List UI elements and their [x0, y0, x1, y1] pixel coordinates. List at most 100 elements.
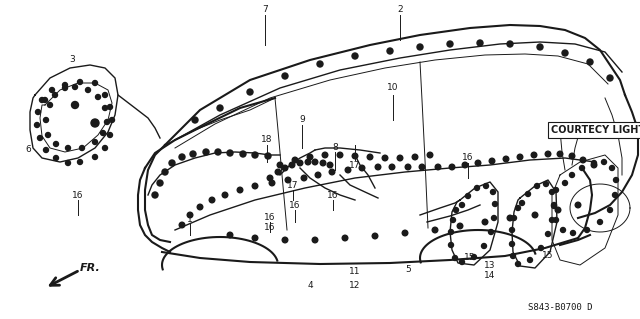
Circle shape: [525, 191, 531, 197]
Circle shape: [474, 186, 479, 190]
Circle shape: [49, 87, 54, 93]
Circle shape: [222, 192, 228, 198]
Circle shape: [527, 257, 532, 263]
Circle shape: [157, 180, 163, 186]
Circle shape: [322, 152, 328, 158]
Circle shape: [192, 117, 198, 123]
Circle shape: [190, 151, 196, 157]
Circle shape: [591, 162, 596, 168]
Circle shape: [481, 243, 486, 249]
Circle shape: [63, 83, 67, 87]
Text: 16: 16: [264, 224, 276, 233]
Circle shape: [375, 164, 381, 170]
Circle shape: [247, 89, 253, 95]
Circle shape: [538, 246, 543, 250]
Circle shape: [545, 232, 550, 236]
Text: 17: 17: [287, 181, 299, 189]
Circle shape: [372, 233, 378, 239]
Circle shape: [297, 160, 303, 166]
Circle shape: [435, 164, 441, 170]
Circle shape: [387, 48, 393, 54]
Circle shape: [102, 106, 108, 110]
Circle shape: [607, 75, 613, 81]
Circle shape: [554, 218, 559, 222]
Circle shape: [507, 215, 513, 221]
Circle shape: [252, 235, 258, 241]
Circle shape: [428, 152, 433, 158]
Circle shape: [282, 165, 288, 171]
Circle shape: [570, 173, 575, 177]
Circle shape: [203, 149, 209, 155]
Circle shape: [285, 177, 291, 183]
Circle shape: [552, 203, 557, 207]
Circle shape: [454, 207, 458, 212]
Circle shape: [187, 212, 193, 218]
Circle shape: [449, 229, 454, 234]
Circle shape: [301, 175, 307, 181]
Circle shape: [289, 162, 295, 168]
Circle shape: [91, 119, 99, 127]
Text: 16: 16: [462, 153, 474, 162]
Circle shape: [86, 87, 90, 93]
Text: 12: 12: [349, 280, 361, 290]
Text: 18: 18: [261, 136, 273, 145]
Circle shape: [449, 164, 455, 170]
Circle shape: [509, 241, 515, 247]
Circle shape: [534, 183, 540, 189]
Text: FR.: FR.: [80, 263, 100, 273]
Text: 14: 14: [484, 271, 496, 279]
Circle shape: [52, 93, 58, 98]
Circle shape: [54, 142, 58, 146]
Text: 3: 3: [69, 56, 75, 64]
Circle shape: [460, 203, 465, 207]
Text: 17: 17: [349, 160, 361, 169]
Circle shape: [584, 227, 589, 233]
Circle shape: [252, 152, 258, 158]
Circle shape: [282, 237, 288, 243]
Circle shape: [268, 175, 273, 181]
Circle shape: [93, 80, 97, 85]
Circle shape: [312, 237, 318, 243]
Circle shape: [537, 44, 543, 50]
Circle shape: [493, 202, 497, 206]
Circle shape: [515, 205, 520, 211]
Circle shape: [345, 167, 351, 173]
Circle shape: [531, 152, 537, 158]
Circle shape: [277, 162, 283, 168]
Circle shape: [447, 41, 453, 47]
Circle shape: [417, 44, 423, 50]
Circle shape: [550, 218, 554, 222]
Circle shape: [587, 59, 593, 65]
Circle shape: [102, 93, 108, 98]
Circle shape: [397, 155, 403, 161]
Text: 13: 13: [484, 261, 496, 270]
Circle shape: [457, 223, 463, 229]
Circle shape: [44, 147, 49, 152]
Circle shape: [108, 132, 113, 137]
Circle shape: [312, 159, 318, 165]
Circle shape: [382, 155, 388, 161]
Circle shape: [550, 189, 554, 195]
Circle shape: [35, 109, 40, 115]
Circle shape: [77, 79, 83, 85]
Circle shape: [511, 254, 515, 258]
Circle shape: [472, 255, 477, 259]
Circle shape: [552, 204, 557, 209]
Circle shape: [152, 192, 158, 198]
Circle shape: [561, 227, 566, 233]
Circle shape: [162, 169, 168, 175]
Circle shape: [449, 242, 454, 248]
Circle shape: [108, 105, 113, 109]
Circle shape: [359, 165, 365, 171]
Circle shape: [72, 101, 79, 108]
Text: 16: 16: [72, 190, 84, 199]
Circle shape: [169, 160, 175, 166]
Circle shape: [327, 162, 333, 168]
Circle shape: [240, 151, 246, 157]
Circle shape: [197, 204, 203, 210]
Circle shape: [545, 151, 551, 157]
Circle shape: [282, 73, 288, 79]
Circle shape: [100, 130, 106, 136]
Circle shape: [612, 192, 618, 197]
Circle shape: [557, 151, 563, 157]
